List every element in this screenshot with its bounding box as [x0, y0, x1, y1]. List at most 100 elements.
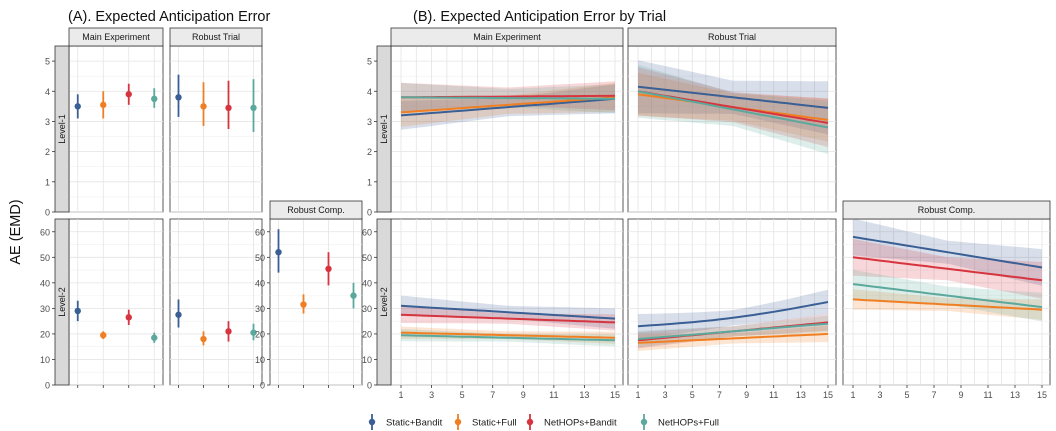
- column-strip: [842, 200, 1051, 220]
- column-strip: [169, 27, 263, 47]
- x-tick-label: 7: [490, 390, 495, 400]
- y-tick-label: 3: [45, 117, 50, 127]
- x-tick-label: 11: [549, 390, 558, 400]
- trend-line-static-full: [400, 331, 616, 339]
- y-tick-label: 40: [255, 278, 265, 288]
- x-tick-label: 1: [398, 390, 403, 400]
- x-tick-label: 11: [769, 390, 778, 400]
- y-tick-label: 10: [362, 355, 372, 365]
- panel-background: [390, 45, 624, 213]
- x-tick-label: 7: [717, 390, 722, 400]
- panel-background: [627, 218, 837, 386]
- point-static-full: [300, 301, 307, 308]
- row-strip: [54, 218, 70, 386]
- y-tick-label: 60: [255, 227, 265, 237]
- legend-item-nethops-full: NetHOPs+Full: [640, 414, 719, 430]
- panel-background: [627, 45, 837, 213]
- panel-b-level-1-main-experiment: Main Experiment Level-1 0 1 2 3 4 5: [367, 27, 624, 218]
- y-tick-label: 10: [255, 355, 265, 365]
- panel-background: [68, 45, 164, 213]
- legend-key-point: [526, 418, 534, 426]
- x-tick-label: 5: [690, 390, 695, 400]
- point-nethops-full: [250, 104, 257, 112]
- x-tick-label: 15: [823, 390, 833, 400]
- point-nethops-bandit: [225, 328, 232, 335]
- point-static-bandit: [74, 307, 81, 315]
- y-tick-label: 4: [367, 87, 372, 97]
- point-static-full: [200, 103, 207, 110]
- y-tick-label: 40: [40, 278, 50, 288]
- point-static-bandit: [175, 94, 182, 101]
- point-static-full: [200, 335, 207, 343]
- column-strip-label: Main Experiment: [473, 32, 541, 42]
- row-strip: [54, 45, 70, 213]
- y-tick-label: 50: [255, 253, 265, 263]
- legend-key-point: [454, 418, 462, 426]
- y-tick-label: 50: [40, 253, 50, 263]
- legend-item-nethops-bandit: NetHOPs+Bandit: [526, 414, 617, 430]
- y-tick-label: 40: [362, 278, 372, 288]
- y-tick-label: 0: [45, 381, 50, 391]
- legend-item-static-bandit: Static+Bandit: [368, 414, 443, 430]
- y-tick-label: 5: [45, 57, 50, 67]
- x-tick-label: 9: [958, 390, 963, 400]
- y-tick-label: 60: [40, 227, 50, 237]
- x-tick-label: 15: [610, 390, 620, 400]
- legend-label: Static+Full: [472, 418, 517, 429]
- y-tick-label: 5: [367, 57, 372, 67]
- x-tick-label: 5: [904, 390, 909, 400]
- legend-label: NetHOPs+Full: [658, 418, 719, 429]
- panel-a-level-2-robust-comp: Robust Comp. 0 10 20 30 40 50 60: [255, 200, 363, 391]
- y-tick-label: 10: [40, 355, 50, 365]
- y-tick-label: 50: [362, 253, 372, 263]
- x-tick-label: 1: [850, 390, 855, 400]
- panel-background: [68, 218, 164, 386]
- y-tick-label: 20: [255, 329, 265, 339]
- point-nethops-bandit: [125, 91, 132, 98]
- trend-line-static-bandit: [400, 97, 616, 117]
- point-nethops-full: [151, 95, 158, 103]
- trend-line-nethops-bandit: [852, 256, 1043, 282]
- x-tick-label: 11: [983, 390, 992, 400]
- column-strip: [68, 27, 164, 47]
- x-tick-label: 13: [796, 390, 806, 400]
- panel-a-level-2-robust-trial: [169, 218, 263, 388]
- y-tick-label: 1: [367, 177, 372, 187]
- row-strip-label: Level-1: [57, 114, 67, 144]
- legend-key-point: [368, 418, 376, 426]
- y-tick-label: 30: [40, 304, 50, 314]
- trend-line-static-full: [637, 332, 829, 344]
- trend-line-static-bandit: [852, 235, 1043, 269]
- trend-line-nethops-full: [637, 322, 829, 340]
- panel-background: [842, 218, 1051, 386]
- x-tick-label: 5: [460, 390, 465, 400]
- panel-b-level-1-robust-trial: Robust Trial: [627, 27, 837, 213]
- y-tick-label: 30: [362, 304, 372, 314]
- column-strip-label: Main Experiment: [82, 32, 150, 42]
- x-tick-label: 15: [1037, 390, 1047, 400]
- point-static-full: [100, 332, 107, 339]
- panel-background: [269, 218, 363, 386]
- point-nethops-full: [350, 292, 357, 299]
- x-tick-label: 7: [931, 390, 936, 400]
- x-tick-label: 9: [521, 390, 526, 400]
- row-strip: [376, 218, 392, 386]
- point-static-bandit: [275, 249, 282, 256]
- row-strip: [376, 45, 392, 213]
- x-tick-label: 13: [1010, 390, 1020, 400]
- y-tick-label: 20: [362, 329, 372, 339]
- y-tick-label: 3: [367, 117, 372, 127]
- column-strip-label: Robust Comp.: [287, 205, 345, 215]
- point-nethops-full: [250, 329, 257, 336]
- panel-b-level-2-robust-comp: Robust Comp.1 3 5 7 9 11 13 15: [842, 200, 1051, 400]
- column-strip-label: Robust Trial: [192, 32, 240, 42]
- trend-line-nethops-bandit: [400, 313, 616, 324]
- point-static-full: [100, 101, 107, 109]
- chart-title-b: (B). Expected Anticipation Error by Tria…: [413, 9, 666, 25]
- panel-background: [169, 45, 263, 213]
- legend-label: Static+Bandit: [386, 418, 443, 429]
- row-strip-label: Level-2: [57, 287, 67, 317]
- point-nethops-bandit: [225, 104, 232, 112]
